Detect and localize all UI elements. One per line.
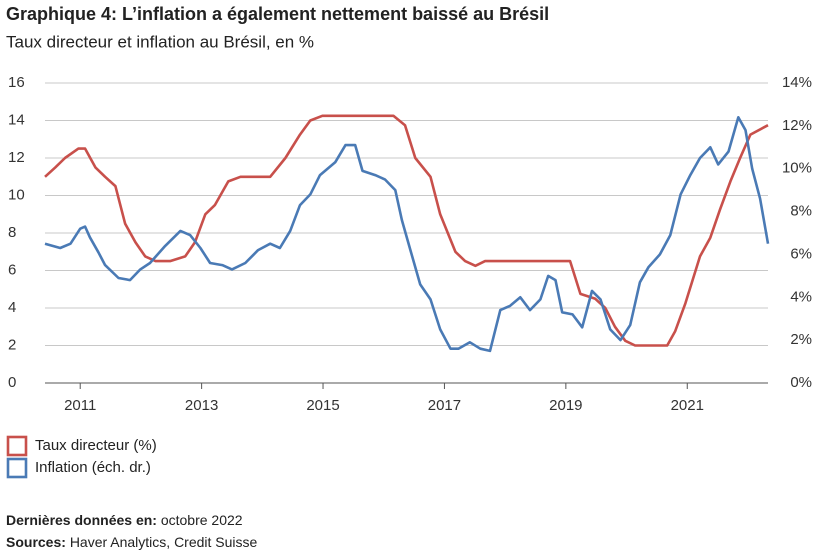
- chart-title: Graphique 4: L’inflation a également net…: [6, 4, 549, 24]
- y2-tick-label: 0%: [790, 374, 812, 391]
- y-tick-label: 16: [8, 74, 25, 91]
- y-tick-label: 14: [8, 111, 25, 128]
- y-tick-label: 0: [8, 374, 16, 391]
- x-tick-label: 2021: [671, 397, 704, 414]
- legend-swatch: [6, 457, 28, 479]
- y-tick-label: 2: [8, 336, 16, 353]
- y2-tick-label: 8%: [790, 203, 812, 220]
- footer-last-value: octobre 2022: [161, 512, 243, 528]
- footer-last-label: Dernières données en:: [6, 512, 157, 528]
- y-tick-label: 8: [8, 224, 16, 241]
- y2-tick-label: 10%: [782, 160, 812, 177]
- y2-tick-label: 14%: [782, 74, 812, 91]
- y-tick-label: 6: [8, 261, 16, 278]
- y-tick-label: 4: [8, 299, 16, 316]
- y2-tick-label: 12%: [782, 117, 812, 134]
- x-tick-label: 2017: [428, 397, 461, 414]
- footer-sources-value: Haver Analytics, Credit Suisse: [70, 534, 258, 550]
- legend-swatch: [6, 435, 28, 457]
- x-tick-label: 2011: [64, 397, 96, 414]
- footer-sources-label: Sources:: [6, 534, 66, 550]
- x-tick-label: 2013: [185, 397, 218, 414]
- y2-tick-label: 2%: [790, 331, 812, 348]
- legend-label: Taux directeur (%): [35, 437, 157, 454]
- x-tick-label: 2015: [306, 397, 339, 414]
- x-tick-label: 2019: [549, 397, 582, 414]
- y-tick-label: 12: [8, 149, 25, 166]
- series-line: [44, 116, 770, 353]
- y2-tick-label: 4%: [790, 288, 812, 305]
- legend-label: Inflation (éch. dr.): [35, 459, 151, 476]
- y-tick-label: 10: [8, 186, 25, 203]
- footer-last: Dernières données en: octobre 2022: [6, 512, 243, 528]
- y2-tick-label: 6%: [790, 245, 812, 262]
- footer-sources: Sources: Haver Analytics, Credit Suisse: [6, 534, 258, 550]
- series-line: [44, 114, 769, 347]
- chart-subtitle: Taux directeur et inflation au Brésil, e…: [6, 32, 314, 51]
